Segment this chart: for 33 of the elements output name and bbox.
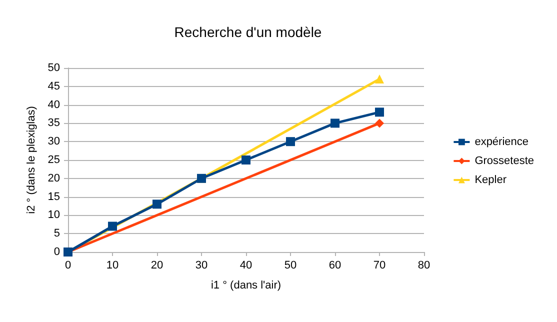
y-tick-label: 40 (48, 98, 60, 111)
x-tick-label: 50 (284, 260, 297, 272)
x-tick-label: 10 (106, 260, 119, 272)
legend-label: Kepler (474, 174, 507, 186)
x-axis-title: i1 ° (dans l'air) (210, 280, 282, 292)
point (152, 200, 162, 209)
y-tick-label: 50 (48, 62, 60, 74)
x-tick-label: 80 (418, 260, 430, 272)
point (108, 222, 117, 231)
y-tick-label: 35 (48, 117, 60, 130)
y-axis-title: i2 ° (dans le plexiglas) (25, 106, 38, 214)
point (375, 118, 384, 128)
x-tick-label: 40 (240, 260, 252, 272)
point (242, 156, 250, 164)
y-tick-label: 5 (54, 228, 60, 240)
x-tick-label: 70 (373, 260, 386, 272)
point (286, 137, 295, 146)
y-tick-label: 30 (48, 136, 60, 148)
point (330, 118, 340, 128)
chart-title: Recherche d'un modèle (174, 24, 322, 40)
x-tick-label: 60 (328, 260, 342, 272)
y-tick-label: 15 (48, 190, 60, 203)
x-tick-label: 20 (150, 260, 164, 272)
y-tick-label: 10 (48, 209, 60, 222)
legend-label: Grosseteste (474, 155, 534, 167)
legend-label: expérience (474, 136, 529, 148)
point (375, 108, 384, 117)
y-tick-label: 20 (48, 172, 60, 184)
x-tick-label: 0 (64, 260, 72, 272)
y-tick-label: 0 (54, 246, 60, 258)
y-tick-label: 45 (48, 80, 60, 92)
x-tick-label: 30 (195, 260, 208, 272)
y-tick-label: 25 (48, 154, 60, 166)
